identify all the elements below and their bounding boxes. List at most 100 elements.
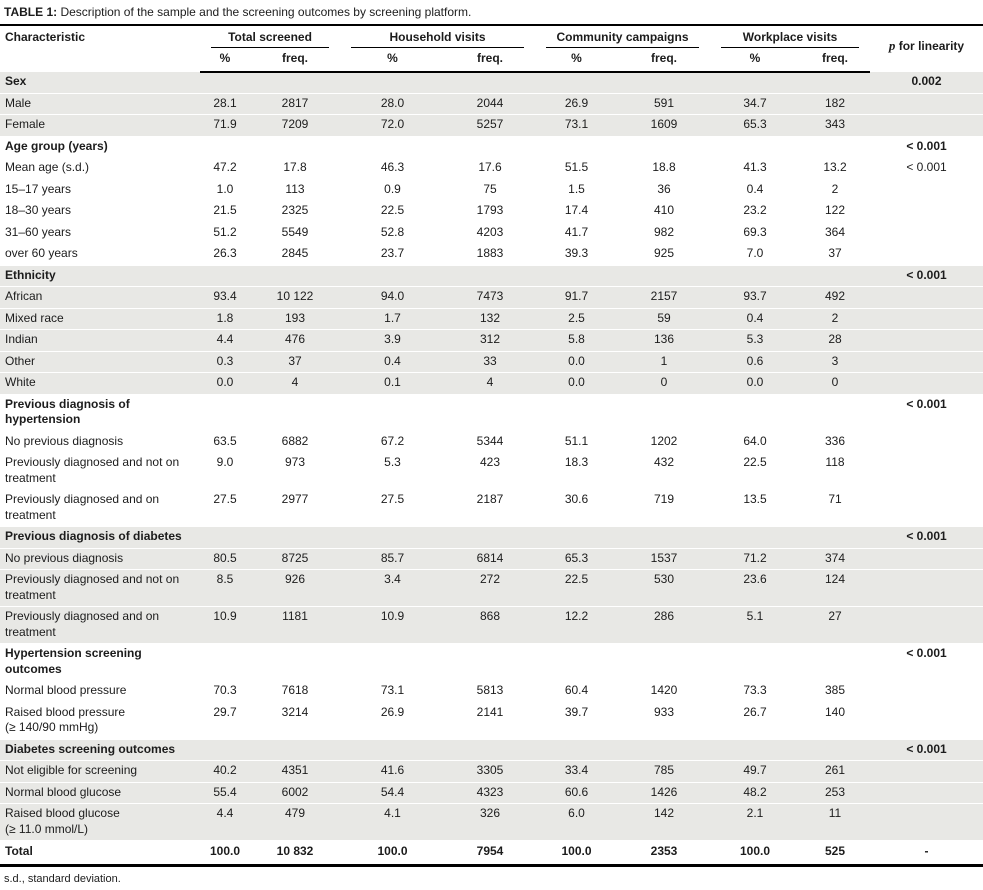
cell-value: 5.3 xyxy=(384,455,401,469)
cell-p-value: < 0.001 xyxy=(906,267,947,282)
cell-value: 72.0 xyxy=(380,117,405,131)
table-row: Previous diagnosis of diabetes < 0.001 xyxy=(0,526,983,549)
cell-value: 17.4 xyxy=(564,203,589,217)
cell-value: 27.5 xyxy=(380,492,405,506)
cell-value: 1.5 xyxy=(568,181,585,196)
cell-value: 3305 xyxy=(476,763,504,777)
cell-value: 2.1 xyxy=(746,806,764,820)
cell-p-value xyxy=(870,804,983,841)
cell-p-value xyxy=(870,490,983,527)
cell-value: 0.0 xyxy=(216,375,234,389)
column-header-p-linearity: p for linearity xyxy=(870,25,983,72)
table-row: Age group (years) < 0.001 xyxy=(0,136,983,158)
row-label: Normal blood glucose xyxy=(5,784,122,799)
cell-value: 423 xyxy=(479,455,501,469)
table-row: Previously diagnosed and not on treatmen… xyxy=(0,569,983,607)
subheader-freq: freq. xyxy=(618,48,710,73)
cell-value: 7954 xyxy=(476,844,504,858)
row-label: Previously diagnosed and on treatment xyxy=(5,492,160,522)
cell-p-value xyxy=(870,244,983,266)
cell-value: 18.3 xyxy=(564,455,589,469)
cell-value xyxy=(340,265,445,287)
cell-p-value xyxy=(870,179,983,201)
cell-value: 28.1 xyxy=(213,95,237,110)
cell-value: 124 xyxy=(824,572,846,586)
subheader-freq: freq. xyxy=(250,48,340,73)
cell-value xyxy=(200,72,250,93)
cell-value: 3.9 xyxy=(384,332,401,346)
cell-value: 7618 xyxy=(281,683,309,697)
cell-value: 27 xyxy=(828,609,842,623)
row-label: Other xyxy=(5,353,36,368)
table-row: Previously diagnosed and on treatment 10.… xyxy=(0,606,983,644)
cell-value: 1 xyxy=(660,353,668,368)
subheader-freq: freq. xyxy=(445,48,535,73)
subheader-pct: % xyxy=(200,48,250,73)
cell-p-value xyxy=(870,222,983,244)
cell-value: 1420 xyxy=(650,683,678,697)
p-symbol: p xyxy=(888,38,896,53)
row-label: Not eligible for screening xyxy=(5,763,138,777)
cell-value: 7.0 xyxy=(746,246,764,260)
table-row: Female 71.9 7209 72.0 5257 73.1 1609 65.3 343 xyxy=(0,114,983,136)
cell-value: 0 xyxy=(660,375,668,389)
cell-value: 34.7 xyxy=(743,95,767,110)
table-row: Hypertension screening outcomes < 0.001 xyxy=(0,644,983,681)
cell-value xyxy=(250,265,340,287)
cell-value: 100.0 xyxy=(209,844,241,858)
cell-value: 75 xyxy=(483,181,497,196)
cell-value: 23.2 xyxy=(743,203,767,217)
cell-value: 326 xyxy=(479,806,501,820)
cell-value: 73.1 xyxy=(564,117,589,131)
cell-value: 33 xyxy=(483,353,497,368)
cell-value: 5.3 xyxy=(746,332,764,346)
cell-value xyxy=(800,527,870,549)
row-label: Indian xyxy=(5,332,38,346)
cell-value: 0.1 xyxy=(384,375,401,389)
cell-value: 973 xyxy=(284,455,306,469)
cell-value: 4351 xyxy=(281,763,309,777)
cell-p-value xyxy=(870,702,983,739)
cell-value: 37 xyxy=(828,246,842,260)
table-footnote: s.d., standard deviation. xyxy=(4,872,121,885)
cell-value xyxy=(710,739,800,761)
cell-value: 0.0 xyxy=(568,375,585,389)
cell-value xyxy=(340,644,445,681)
cell-value xyxy=(200,265,250,287)
table-row: 18–30 years 21.5 2325 22.5 1793 17.4 410 23.2 12… xyxy=(0,201,983,222)
cell-value: 27.5 xyxy=(213,492,237,506)
cell-p-value: < 0.001 xyxy=(906,160,947,174)
cell-value: 4 xyxy=(291,375,299,389)
cell-p-value xyxy=(870,373,983,395)
cell-value xyxy=(250,136,340,158)
subheader-pct: % xyxy=(535,48,618,73)
cell-value: 4.1 xyxy=(384,806,401,820)
cell-value: 1.7 xyxy=(384,310,401,325)
cell-value: 1.8 xyxy=(216,310,234,325)
cell-value: 4 xyxy=(486,375,494,389)
cell-value xyxy=(800,72,870,93)
table-row: Ethnicity < 0.001 xyxy=(0,265,983,287)
table-row: African 93.4 10 122 94.0 7473 91.7 2157 93.7 492 xyxy=(0,286,983,309)
cell-value: 26.3 xyxy=(213,246,237,260)
cell-value xyxy=(445,265,535,287)
cell-value xyxy=(340,739,445,761)
subheader-freq: freq. xyxy=(800,48,870,73)
cell-value xyxy=(340,72,445,93)
column-group-total-screened: Total screened xyxy=(200,25,340,48)
table-row: Not eligible for screening 40.2 4351 41.6 33… xyxy=(0,760,983,782)
cell-p-value xyxy=(870,287,983,309)
cell-value xyxy=(535,739,618,761)
cell-value: 1883 xyxy=(476,246,504,260)
cell-value: 65.3 xyxy=(743,117,767,131)
row-label: Diabetes screening outcomes xyxy=(5,741,176,756)
cell-value: 80.5 xyxy=(213,550,237,565)
row-label: Previously diagnosed and on treatment xyxy=(5,609,160,639)
cell-value: 51.2 xyxy=(213,224,237,239)
cell-value: 182 xyxy=(824,95,846,110)
subheader-pct: % xyxy=(340,48,445,73)
table-caption-text: Description of the sample and the screen… xyxy=(60,5,472,19)
cell-value: 9.0 xyxy=(216,455,234,469)
row-label: Age group (years) xyxy=(5,138,108,153)
cell-value xyxy=(200,394,250,431)
